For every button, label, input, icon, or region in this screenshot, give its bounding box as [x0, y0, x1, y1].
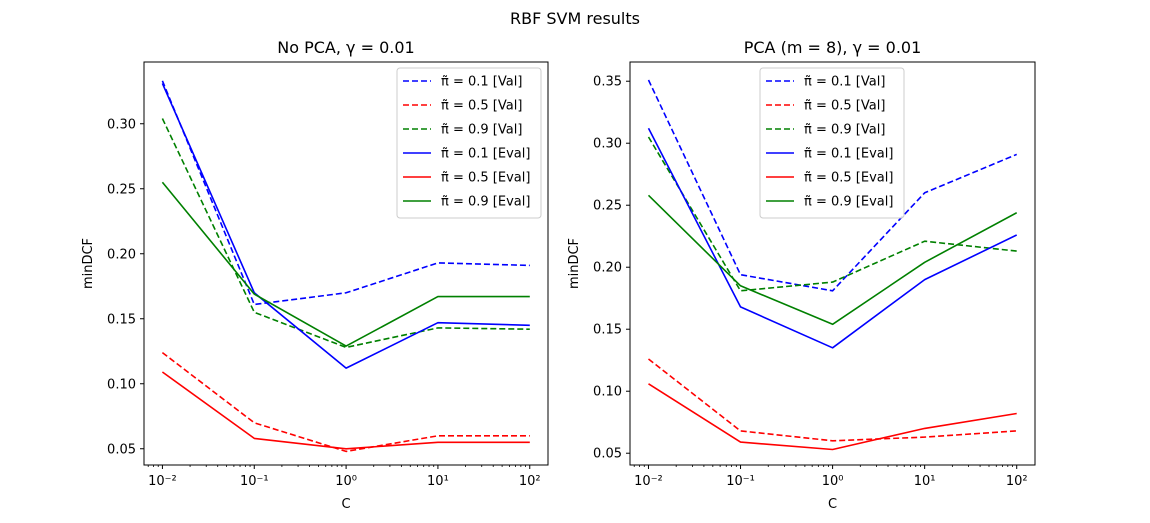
x-tick-label: 10¹	[914, 474, 936, 489]
legend-label: π̃ = 0.5 [Eval]	[804, 171, 893, 186]
series-line-4	[161, 83, 530, 369]
y-tick-label: 0.05	[593, 447, 622, 462]
legend: π̃ = 0.1 [Val] π̃ = 0.5 [Val] π̃ = 0.9 [Va…	[396, 67, 542, 219]
x-tick-label: 10²	[519, 474, 541, 489]
y-tick-label: 0.20	[107, 247, 136, 262]
legend-label: π̃ = 0.5 [Val]	[441, 99, 522, 114]
y-tick-label: 0.20	[593, 261, 622, 276]
figure-suptitle: RBF SVM results	[510, 9, 640, 28]
y-tick-label: 0.15	[593, 323, 622, 338]
y-axis-label: minDCF	[81, 238, 96, 289]
y-tick-label: 0.35	[593, 75, 622, 90]
legend-label: π̃ = 0.5 [Val]	[804, 99, 885, 114]
x-tick-label: 10⁰	[822, 474, 844, 489]
series-line-3	[161, 118, 530, 349]
x-tick-label: 10⁰	[335, 474, 357, 489]
legend-label: π̃ = 0.1 [Eval]	[804, 147, 893, 162]
legend-label: π̃ = 0.5 [Eval]	[441, 171, 530, 186]
series-line-1	[647, 79, 1018, 292]
x-tick-label: 10²	[1006, 474, 1028, 489]
series-line-2	[648, 358, 1017, 442]
x-tick-label: 10⁻²	[634, 474, 663, 489]
x-tick-label: 10¹	[427, 474, 449, 489]
legend-label: π̃ = 0.1 [Val]	[804, 75, 885, 90]
legend-label: π̃ = 0.9 [Eval]	[804, 195, 893, 210]
series-line-5	[648, 383, 1017, 451]
y-tick-label: 0.25	[593, 199, 622, 214]
series-line-3	[647, 136, 1017, 292]
x-tick-label: 10⁻¹	[726, 474, 755, 489]
x-tick-label: 10⁻²	[148, 474, 177, 489]
series-line-5	[161, 371, 530, 450]
legend-label: π̃ = 0.1 [Eval]	[441, 147, 530, 162]
legend-label: π̃ = 0.9 [Eval]	[441, 195, 530, 210]
x-axis-label: C	[828, 497, 837, 512]
series-line-2	[161, 351, 530, 453]
y-tick-label: 0.30	[593, 137, 622, 152]
legend-box	[759, 67, 905, 219]
y-tick-label: 0.25	[107, 182, 136, 197]
chart-panel-pca-m8: PCA (m = 8), γ = 0.01 10⁻² 10⁻¹ 10⁰ 10¹ 10² C 0…	[567, 38, 1036, 512]
y-tick-label: 0.05	[107, 442, 136, 457]
y-tick-label: 0.10	[593, 385, 622, 400]
chart-panel-no-pca: No PCA, γ = 0.01 10⁻² 10⁻¹ 10⁰ 10¹ 10² C 0.05 0.…	[81, 38, 549, 512]
x-axis-label: C	[341, 497, 350, 512]
legend-box	[396, 67, 542, 219]
y-tick-label: 0.30	[107, 117, 136, 132]
y-tick-label: 0.15	[107, 312, 136, 327]
y-tick-label: 0.10	[107, 377, 136, 392]
series-line-4	[647, 127, 1018, 349]
legend-label: π̃ = 0.9 [Val]	[441, 123, 522, 138]
series-line-6	[647, 194, 1018, 326]
chart-title: No PCA, γ = 0.01	[277, 38, 414, 57]
series-line-6	[161, 181, 530, 347]
legend-label: π̃ = 0.9 [Val]	[804, 123, 885, 138]
x-tick-label: 10⁻¹	[240, 474, 269, 489]
y-axis-label: minDCF	[567, 238, 582, 289]
legend-label: π̃ = 0.1 [Val]	[441, 75, 522, 90]
legend: π̃ = 0.1 [Val] π̃ = 0.5 [Val] π̃ = 0.9 [Va…	[759, 67, 905, 219]
series-line-1	[161, 80, 530, 306]
chart-title: PCA (m = 8), γ = 0.01	[744, 38, 922, 57]
